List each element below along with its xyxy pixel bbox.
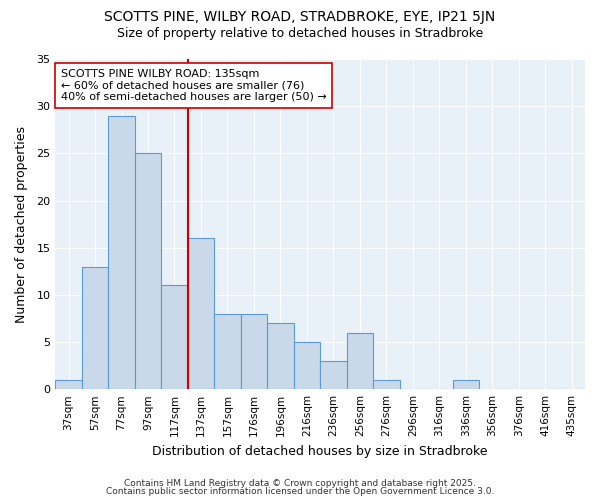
Bar [452, 380, 479, 389]
Bar [135, 154, 161, 389]
Text: Contains public sector information licensed under the Open Government Licence 3.: Contains public sector information licen… [106, 487, 494, 496]
Bar [55, 380, 82, 389]
Bar [373, 380, 400, 389]
Bar [108, 116, 135, 389]
Bar [267, 323, 293, 389]
Bar [214, 314, 241, 389]
X-axis label: Distribution of detached houses by size in Stradbroke: Distribution of detached houses by size … [152, 444, 488, 458]
Bar [161, 286, 188, 389]
Text: Contains HM Land Registry data © Crown copyright and database right 2025.: Contains HM Land Registry data © Crown c… [124, 478, 476, 488]
Bar [347, 332, 373, 389]
Bar [82, 266, 108, 389]
Text: SCOTTS PINE WILBY ROAD: 135sqm
← 60% of detached houses are smaller (76)
40% of : SCOTTS PINE WILBY ROAD: 135sqm ← 60% of … [61, 69, 326, 102]
Bar [293, 342, 320, 389]
Y-axis label: Number of detached properties: Number of detached properties [15, 126, 28, 322]
Bar [241, 314, 267, 389]
Bar [320, 361, 347, 389]
Bar [188, 238, 214, 389]
Text: Size of property relative to detached houses in Stradbroke: Size of property relative to detached ho… [117, 28, 483, 40]
Text: SCOTTS PINE, WILBY ROAD, STRADBROKE, EYE, IP21 5JN: SCOTTS PINE, WILBY ROAD, STRADBROKE, EYE… [104, 10, 496, 24]
